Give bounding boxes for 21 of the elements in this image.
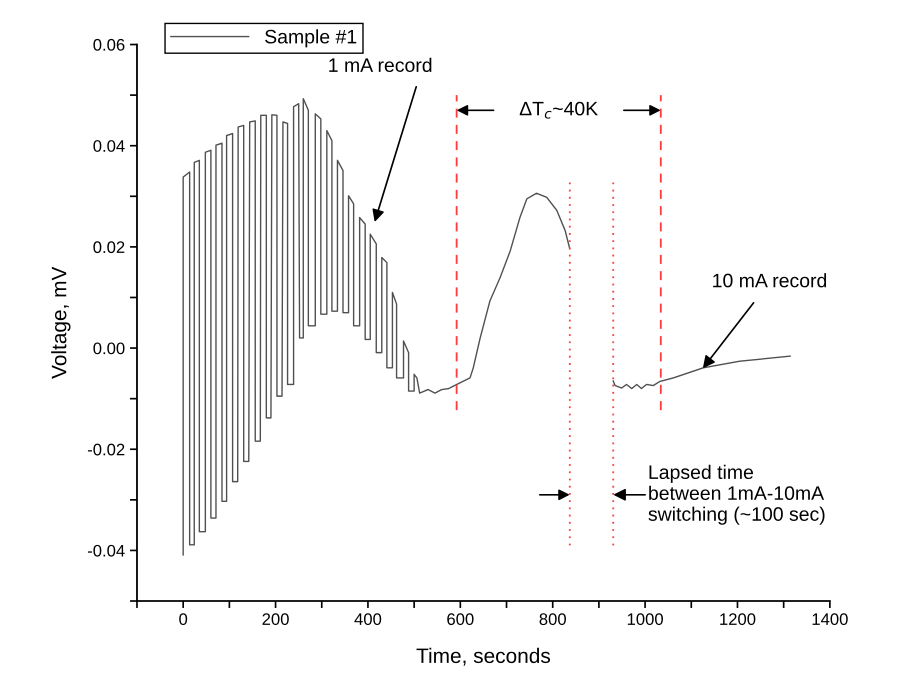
annotation: 1 mA record	[329, 58, 432, 72]
y-tick-label: 0.06	[93, 38, 124, 51]
x-tick-label: 600	[447, 613, 474, 626]
y-axis-title: Voltage, mV	[51, 266, 71, 379]
y-tick-label: -0.04	[88, 544, 125, 557]
x-tick-label: 200	[262, 613, 289, 626]
y-tick-label: 0.04	[93, 140, 125, 152]
annotation: ΔT$_{c}$~40K	[520, 102, 598, 119]
legend-label: Sample #1	[265, 29, 356, 48]
x-tick-label: 400	[354, 613, 382, 626]
y-tick-label: -0.02	[88, 444, 124, 456]
x-tick-label: 1000	[628, 613, 663, 626]
x-tick-label: 1400	[812, 613, 848, 626]
x-axis-title: Time, seconds	[416, 648, 550, 666]
annotation: 10 mA record	[713, 273, 826, 288]
x-tick-label: 0	[179, 613, 188, 626]
y-tick-label: 0.02	[93, 241, 124, 254]
x-tick-label: 800	[540, 613, 566, 626]
annotation: Lapsed time between 1mA-10mA switching (~100 sec)	[648, 464, 825, 525]
y-tick-label: 0.00	[93, 342, 125, 354]
x-tick-label: 1200	[720, 613, 756, 626]
